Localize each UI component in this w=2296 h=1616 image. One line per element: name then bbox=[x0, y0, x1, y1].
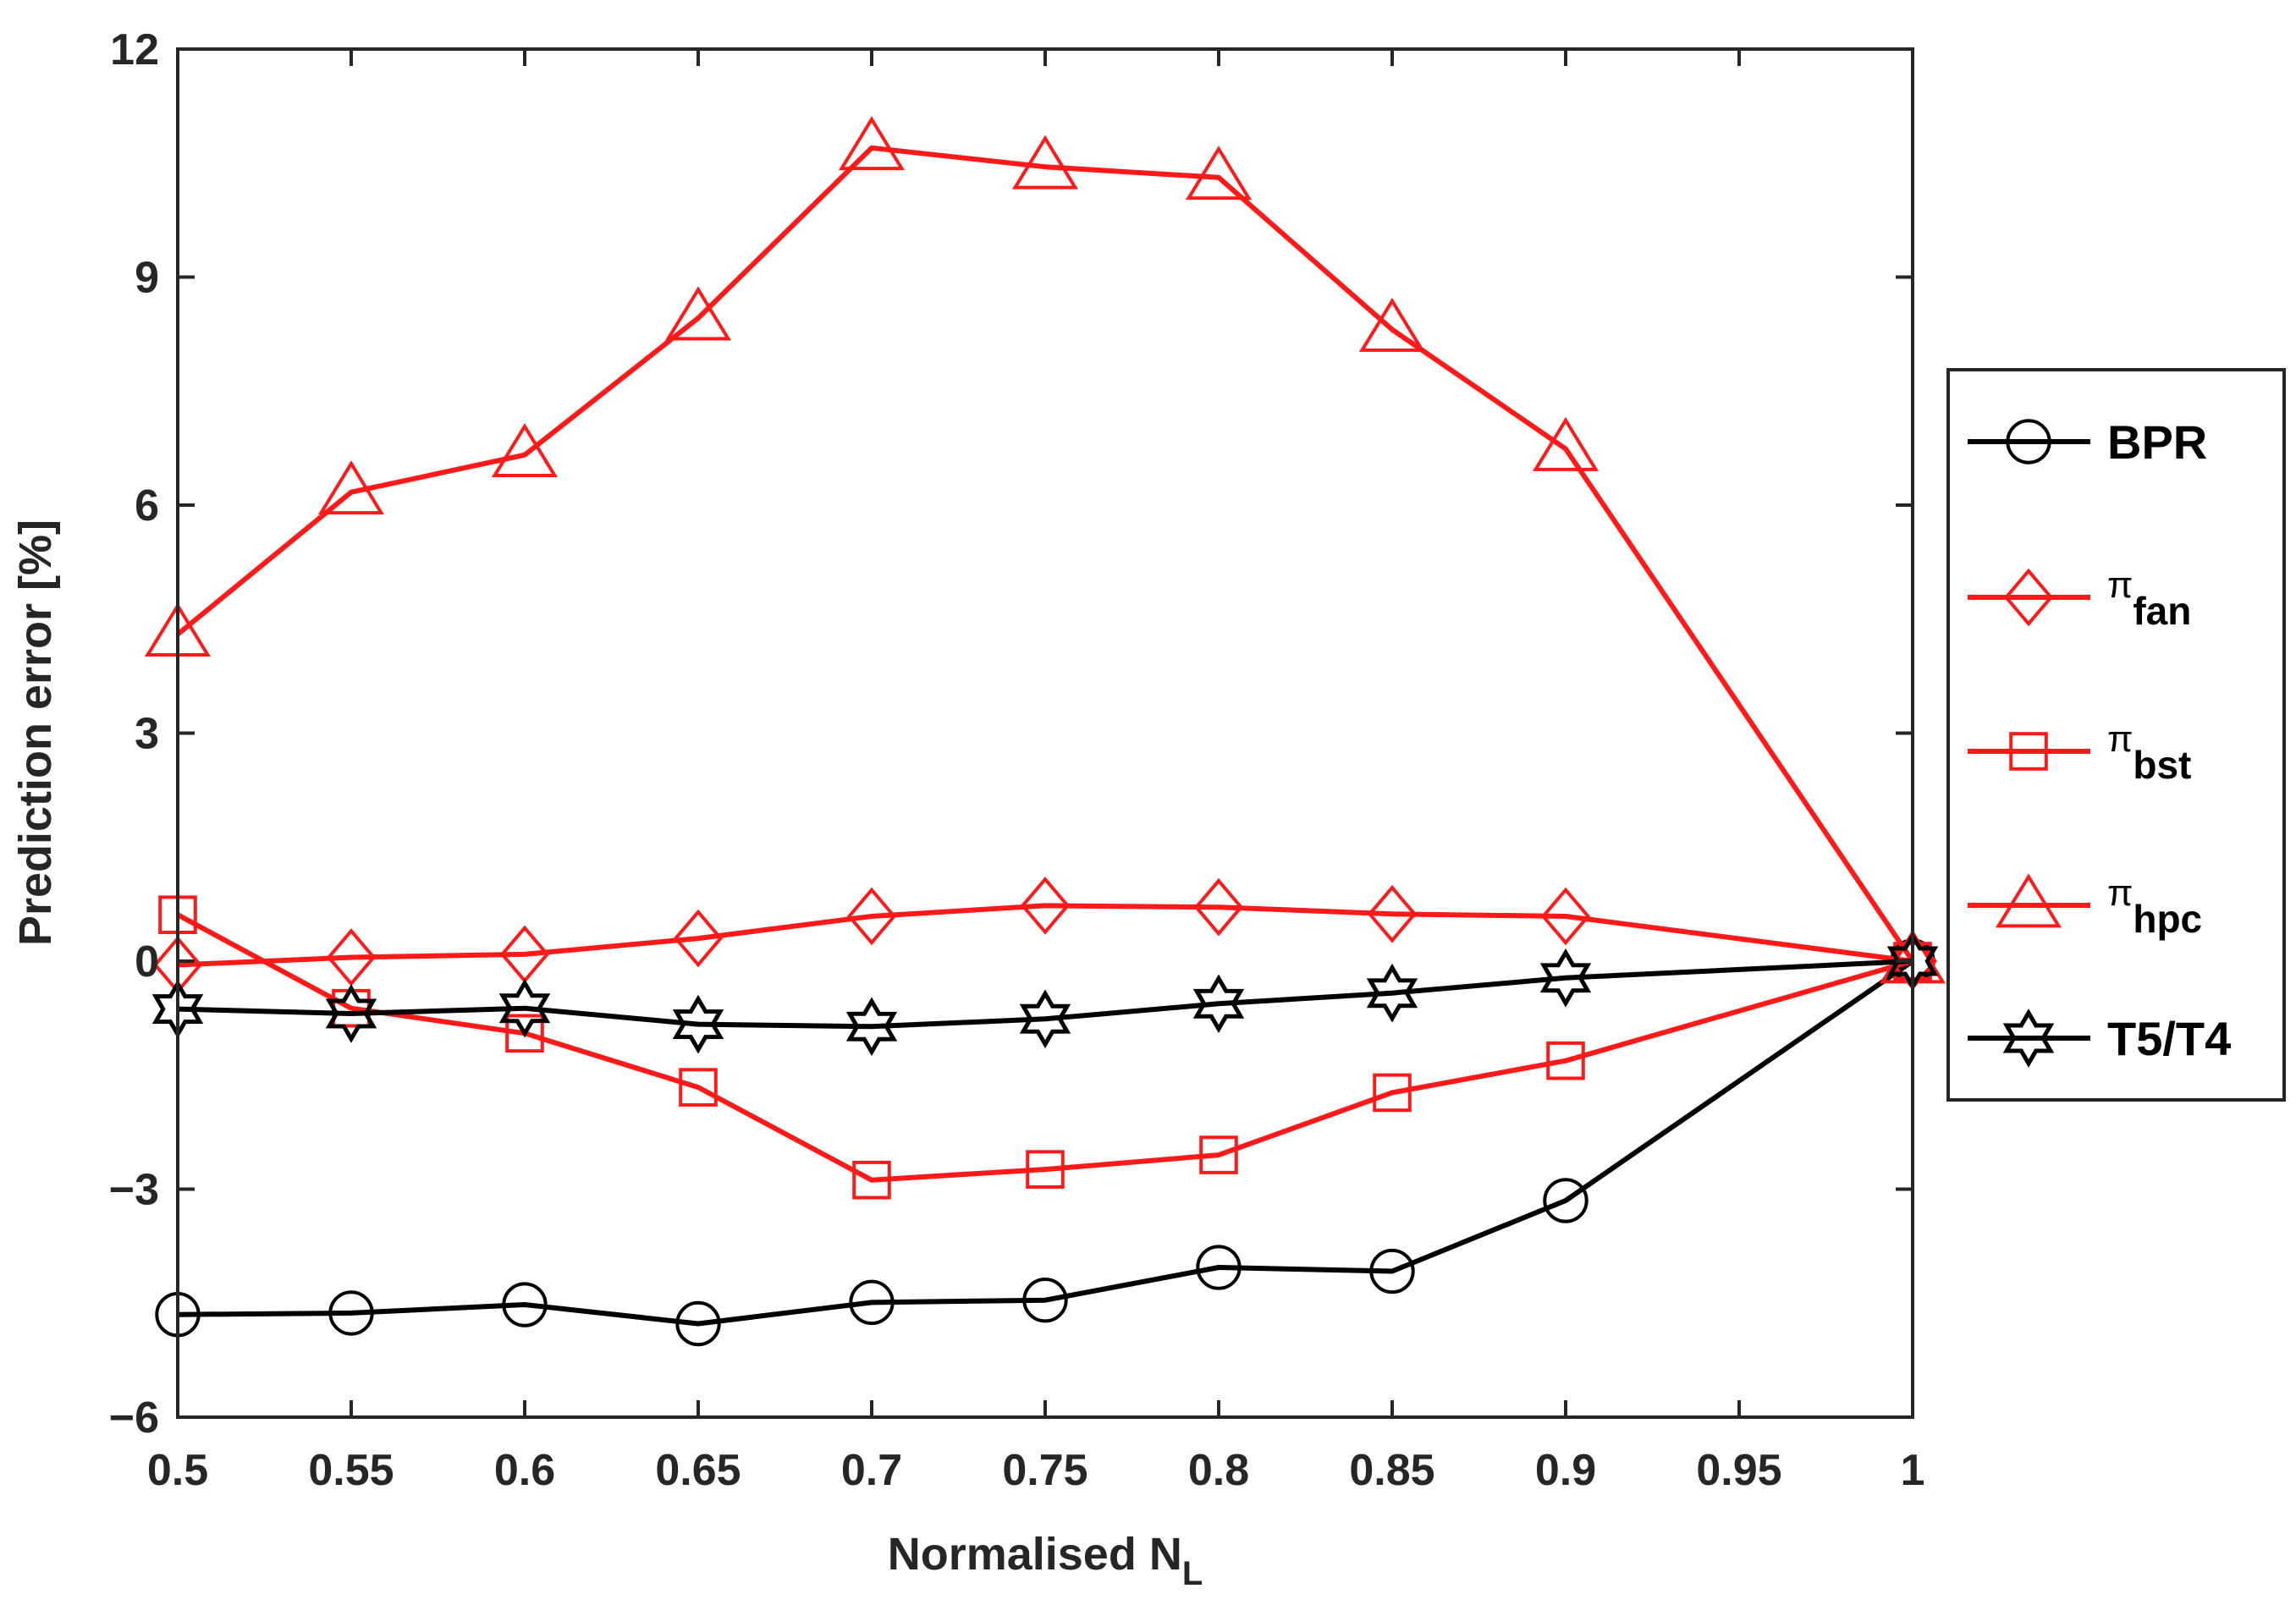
y-axis-title: Prediction error [%] bbox=[10, 519, 61, 946]
data-point bbox=[1373, 1073, 1412, 1113]
plot-area bbox=[178, 49, 1913, 1417]
data-point bbox=[1543, 1178, 1588, 1223]
data-point bbox=[1193, 877, 1244, 937]
legend-swatch-marker bbox=[2006, 419, 2051, 464]
legend-label: BPR bbox=[2107, 415, 2207, 469]
data-point bbox=[1022, 1277, 1068, 1323]
x-tick-label: 0.65 bbox=[655, 1446, 741, 1495]
data-point bbox=[1019, 989, 1071, 1049]
x-axis-title: Normalised NL bbox=[888, 1529, 1203, 1592]
series-line bbox=[176, 912, 1913, 1183]
x-tick-label: 0.8 bbox=[1188, 1446, 1249, 1495]
legend-label: πbst bbox=[2107, 718, 2191, 787]
legend-swatch-marker bbox=[2009, 732, 2048, 771]
legend-entry: πfan bbox=[1968, 564, 2191, 633]
legend-label-symbol: π bbox=[2107, 872, 2133, 914]
data-point bbox=[1011, 135, 1079, 190]
data-point bbox=[505, 1014, 544, 1053]
legend-label: πhpc bbox=[2107, 872, 2202, 941]
x-tick-label: 0.95 bbox=[1696, 1446, 1781, 1495]
data-point bbox=[328, 1290, 374, 1336]
data-point bbox=[1020, 877, 1071, 935]
x-tick-label: 0.75 bbox=[1002, 1446, 1087, 1495]
y-tick-label: −6 bbox=[109, 1393, 159, 1443]
data-point bbox=[326, 928, 377, 987]
series-line bbox=[177, 959, 1913, 1030]
legend-label-subscript: hpc bbox=[2133, 897, 2202, 941]
series-fan bbox=[152, 877, 1938, 994]
data-point bbox=[1192, 974, 1245, 1034]
y-axis-ticks: −6 −3 0 3 6 9 12 bbox=[109, 25, 1913, 1443]
y-tick-label: 3 bbox=[135, 710, 159, 759]
data-point bbox=[317, 460, 385, 515]
x-tick-label: 1 bbox=[1901, 1446, 1925, 1495]
data-point bbox=[1196, 1245, 1242, 1290]
data-point bbox=[838, 116, 906, 171]
legend-label-symbol: π bbox=[2107, 718, 2133, 760]
x-axis-ticks: 0.5 0.55 0.6 0.65 0.7 0.75 0.8 0.85 0.9 0.95 1 bbox=[147, 49, 1925, 1495]
data-point bbox=[672, 994, 724, 1054]
data-point bbox=[673, 909, 724, 968]
data-point bbox=[491, 423, 559, 478]
y-tick-label: 12 bbox=[110, 25, 159, 74]
x-tick-label: 0.9 bbox=[1535, 1446, 1596, 1495]
data-point bbox=[675, 1300, 721, 1347]
legend-label: πfan bbox=[2107, 564, 2191, 633]
data-point bbox=[1199, 1135, 1238, 1174]
data-point bbox=[1539, 948, 1592, 1008]
data-point bbox=[1366, 963, 1418, 1023]
data-point bbox=[845, 997, 898, 1057]
data-point bbox=[664, 286, 732, 341]
data-point bbox=[502, 1282, 548, 1327]
legend-swatch-marker bbox=[2002, 1009, 2055, 1068]
legend-swatch-marker bbox=[2003, 568, 2054, 627]
legend-swatch-marker bbox=[1995, 873, 2062, 928]
data-point bbox=[1546, 1041, 1585, 1080]
legend-label: T5/T4 bbox=[2107, 1012, 2231, 1065]
data-point bbox=[679, 1068, 718, 1107]
legend-entry: πbst bbox=[1968, 718, 2191, 787]
y-tick-label: −3 bbox=[109, 1166, 159, 1215]
y-tick-label: 0 bbox=[135, 937, 159, 987]
legend-entry: T5/T4 bbox=[1968, 1009, 2231, 1068]
x-axis-title-main: Normalised N bbox=[888, 1529, 1182, 1580]
x-tick-label: 0.7 bbox=[841, 1446, 902, 1495]
series-line bbox=[176, 145, 1915, 963]
y-tick-label: 9 bbox=[135, 254, 159, 303]
x-tick-label: 0.85 bbox=[1349, 1446, 1434, 1495]
data-point bbox=[1367, 885, 1418, 943]
data-point bbox=[1540, 887, 1591, 946]
data-point bbox=[1026, 1150, 1065, 1189]
data-point bbox=[1358, 297, 1426, 352]
data-point bbox=[846, 887, 897, 946]
legend-label-subscript: bst bbox=[2133, 743, 2191, 787]
series-layer bbox=[144, 116, 1946, 1347]
legend-label-symbol: π bbox=[2107, 564, 2133, 606]
data-point bbox=[849, 1279, 895, 1326]
y-tick-label: 6 bbox=[135, 481, 159, 530]
data-point bbox=[1532, 416, 1599, 471]
x-tick-label: 0.6 bbox=[494, 1446, 555, 1495]
x-tick-label: 0.55 bbox=[308, 1446, 394, 1495]
data-point bbox=[1369, 1248, 1415, 1294]
legend-entry: BPR bbox=[1968, 415, 2207, 469]
series-line bbox=[177, 903, 1913, 968]
series-line bbox=[177, 959, 1914, 1327]
data-point bbox=[852, 1160, 891, 1200]
data-point bbox=[325, 984, 377, 1043]
legend-entry: πhpc bbox=[1968, 872, 2202, 941]
legend-label-subscript: fan bbox=[2133, 589, 2191, 633]
legend-box bbox=[1946, 368, 2286, 1102]
x-tick-label: 0.5 bbox=[147, 1446, 208, 1495]
data-point bbox=[498, 978, 551, 1038]
x-axis-title-subscript: L bbox=[1182, 1555, 1203, 1592]
data-point bbox=[1185, 146, 1253, 201]
